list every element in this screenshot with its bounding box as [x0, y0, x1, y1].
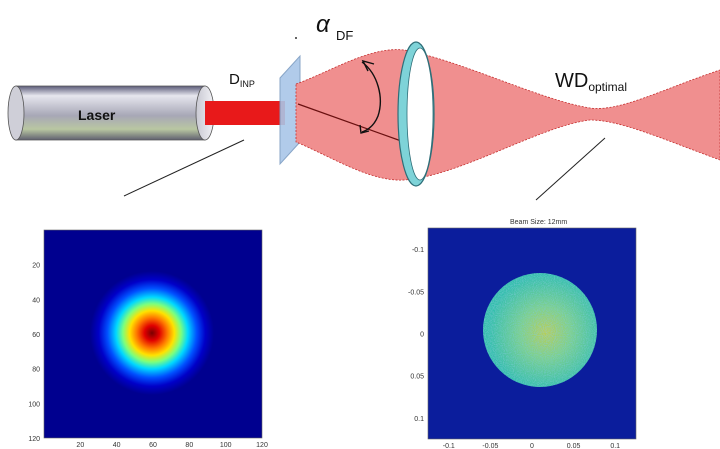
- right-y-tick-label: -0.05: [408, 289, 424, 296]
- right-x-tick-label: 0.1: [610, 443, 620, 449]
- focusing-lens: [397, 41, 435, 187]
- left-y-tick-label: 40: [32, 297, 40, 304]
- left-intensity-plot: 20 40 60 80 100 120 20 40 60 80 100 120: [28, 229, 268, 449]
- alpha-symbol: α: [316, 11, 331, 38]
- left-plot-ticks: 20 40 60 80 100 120 20 40 60 80 100 120: [28, 263, 268, 449]
- laser-source: Laser: [7, 85, 215, 141]
- left-y-tick-label: 120: [28, 436, 40, 443]
- right-x-tick-label: -0.05: [482, 443, 498, 449]
- right-y-tick-label: 0.1: [414, 416, 424, 423]
- right-x-tick-label: 0.05: [567, 443, 581, 449]
- left-x-tick-label: 120: [256, 442, 268, 449]
- leader-line-right: [535, 137, 606, 201]
- dinp-subscript: INP: [240, 79, 255, 89]
- right-plot-ticks: -0.1 -0.05 0 0.05 0.1 -0.1 -0.05 0 0.05 0.1: [408, 247, 620, 449]
- laser-label: Laser: [78, 107, 116, 123]
- left-x-tick-label: 100: [220, 442, 232, 449]
- left-y-tick-label: 100: [28, 401, 40, 408]
- left-y-tick-label: 20: [32, 263, 40, 270]
- input-beam: [205, 101, 285, 125]
- right-y-tick-label: 0.05: [410, 374, 424, 381]
- right-y-tick-label: -0.1: [412, 247, 424, 254]
- focused-beam: [295, 49, 720, 181]
- left-x-tick-label: 80: [185, 442, 193, 449]
- leader-line-left: [123, 139, 245, 197]
- flat-top-disk: [483, 273, 597, 387]
- right-plot-title: Beam Size: 12mm: [510, 219, 567, 226]
- rotation-arrow: [359, 59, 381, 134]
- optical-setup: Laser DINP α DF WDoptimal: [7, 11, 720, 201]
- wd-main: WD: [555, 70, 588, 92]
- left-y-tick-label: 80: [32, 367, 40, 374]
- right-x-tick-label: -0.1: [443, 443, 455, 449]
- wd-label: WDoptimal: [555, 70, 627, 94]
- ray-line: [297, 103, 405, 143]
- gaussian-spot: [90, 271, 214, 395]
- dinp-main: D: [229, 71, 240, 88]
- left-x-tick-label: 60: [149, 442, 157, 449]
- left-x-tick-label: 20: [76, 442, 84, 449]
- right-y-tick-label: 0: [420, 332, 424, 339]
- wd-subscript: optimal: [588, 80, 627, 94]
- alpha-subscript: DF: [336, 28, 353, 43]
- dinp-label: DINP: [229, 71, 255, 89]
- left-y-tick-label: 60: [32, 332, 40, 339]
- right-beam-plot: Beam Size: 12mm -0.1 -0.05 0 0.05 0.1-0.1-0.…: [408, 219, 637, 449]
- right-x-tick-label: 0: [530, 443, 534, 449]
- left-x-tick-label: 40: [113, 442, 121, 449]
- dot-marker: [295, 37, 297, 39]
